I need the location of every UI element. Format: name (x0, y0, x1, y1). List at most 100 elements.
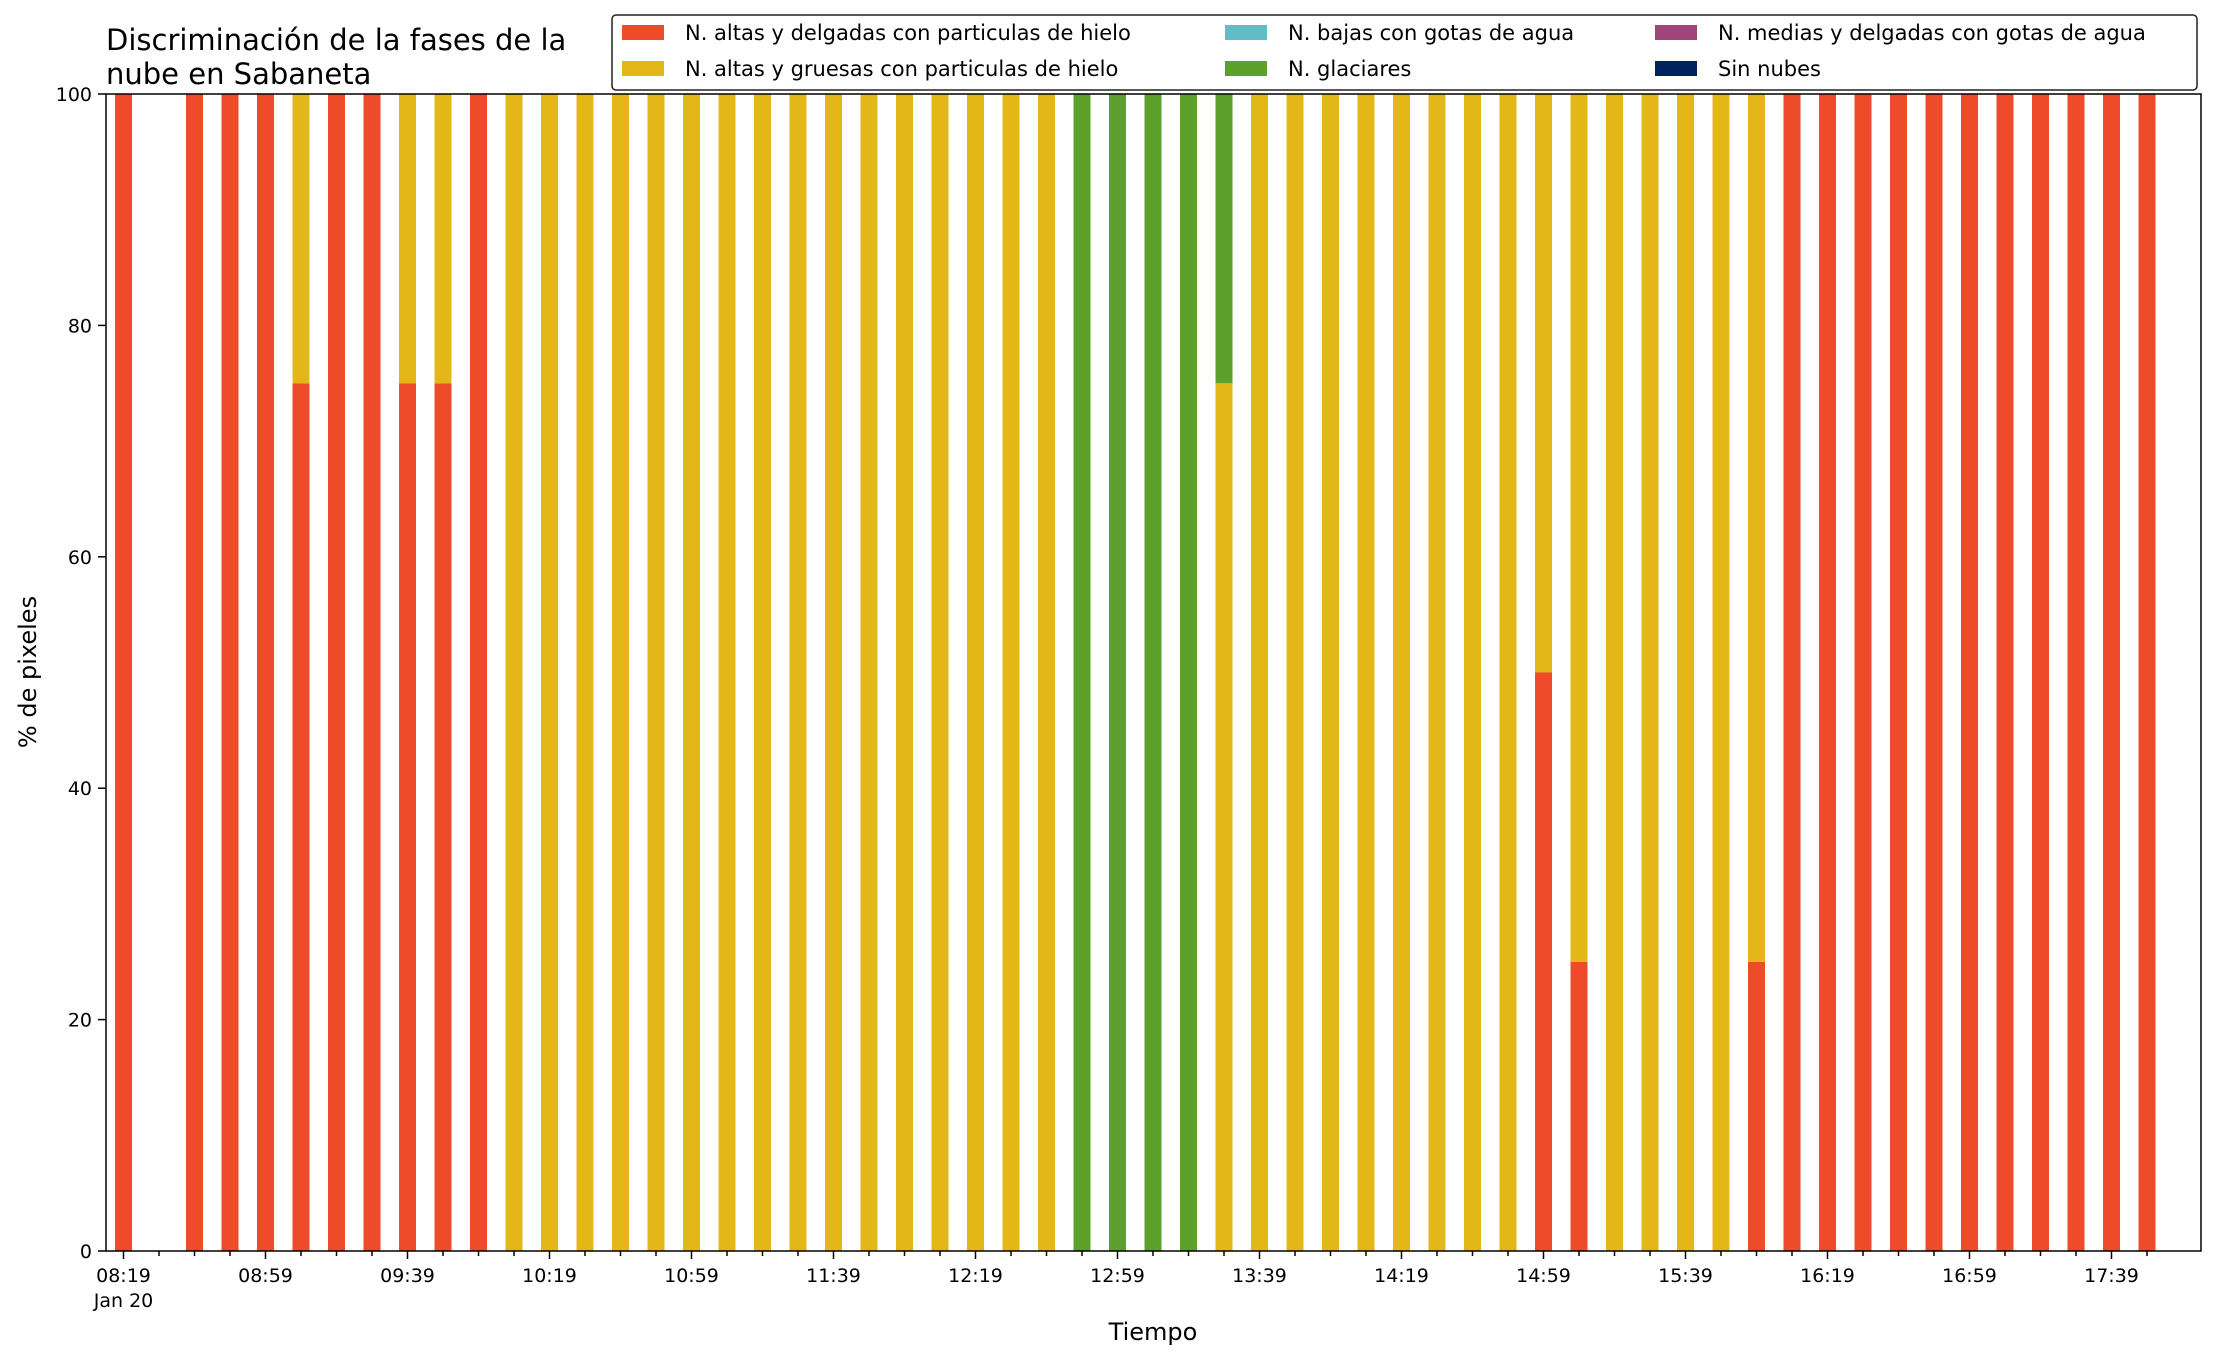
x-tick-label: 08:19 (96, 1265, 151, 1287)
bar-segment-42-series-1 (1606, 94, 1623, 1251)
bar-segment-11-series-1 (505, 94, 523, 1251)
bar-segment-7-series-0 (363, 94, 381, 1251)
y-tick-label: 60 (68, 547, 92, 569)
bar-segment-0-series-0 (115, 94, 132, 1251)
bar-segment-38-series-1 (1464, 94, 1481, 1251)
y-axis-label: % de pixeles (14, 596, 42, 748)
bar-segment-29-series-3 (1144, 94, 1162, 1251)
bar-segment-6-series-0 (328, 94, 345, 1251)
bar-segment-55-series-0 (2067, 94, 2085, 1251)
legend-swatch (1225, 61, 1267, 76)
bar-segment-54-series-0 (2032, 94, 2049, 1251)
y-tick-label: 20 (68, 1010, 92, 1032)
bar-segment-9-series-0 (434, 383, 452, 1251)
x-tick-label: 17:39 (2084, 1265, 2139, 1287)
bar-segment-34-series-1 (1322, 94, 1339, 1251)
bar-segment-33-series-1 (1286, 94, 1304, 1251)
bar-segment-44-series-1 (1677, 94, 1694, 1251)
bar-segment-26-series-1 (1038, 94, 1055, 1251)
bar-segment-52-series-0 (1961, 94, 1978, 1251)
x-tick-label: 10:19 (522, 1265, 577, 1287)
bar-segment-45-series-1 (1712, 94, 1730, 1251)
bar-segment-22-series-1 (896, 94, 913, 1251)
x-tick-label: 14:59 (1516, 1265, 1571, 1287)
bar-segment-51-series-0 (1925, 94, 1943, 1251)
bars-layer (115, 94, 2156, 1251)
legend-label: N. altas y delgadas con particulas de hi… (685, 21, 1131, 45)
bar-segment-23-series-1 (931, 94, 949, 1251)
bar-segment-24-series-1 (967, 94, 984, 1251)
bar-segment-57-series-0 (2138, 94, 2156, 1251)
bar-segment-4-series-0 (257, 94, 274, 1251)
bar-segment-25-series-1 (1002, 94, 1020, 1251)
bar-segment-43-series-1 (1641, 94, 1659, 1251)
bar-segment-31-series-3 (1215, 94, 1233, 384)
bar-segment-20-series-1 (825, 94, 842, 1251)
legend-label: N. medias y delgadas con gotas de agua (1718, 21, 2146, 45)
legend-swatch (622, 61, 664, 76)
bar-segment-10-series-0 (470, 94, 487, 1251)
bar-segment-30-series-3 (1180, 94, 1197, 1251)
legend-label: N. altas y gruesas con particulas de hie… (685, 57, 1118, 81)
x-tick-label: 12:19 (948, 1265, 1003, 1287)
bar-segment-36-series-1 (1393, 94, 1410, 1251)
legend-swatch (622, 25, 664, 40)
y-tick-label: 0 (80, 1241, 92, 1263)
legend-label: N. bajas con gotas de agua (1288, 21, 1574, 45)
plot-frame (105, 93, 2202, 1252)
bar-segment-27-series-3 (1073, 94, 1091, 1251)
x-tick-label: 10:59 (664, 1265, 719, 1287)
bar-segment-2-series-0 (186, 94, 203, 1251)
x-tick-label: 16:59 (1942, 1265, 1997, 1287)
bar-segment-53-series-0 (1996, 94, 2014, 1251)
bar-segment-21-series-1 (860, 94, 878, 1251)
bar-segment-5-series-1 (292, 94, 310, 384)
x-tick-label: 11:39 (806, 1265, 861, 1287)
x-axis: 08:19 08:59 09:39 10:19 10:59 11:39 12:19 12:59… (93, 1251, 2148, 1312)
bar-segment-39-series-1 (1499, 94, 1517, 1251)
bar-segment-41-series-1 (1570, 94, 1588, 962)
bar-segment-17-series-1 (718, 94, 736, 1251)
bar-segment-28-series-3 (1109, 94, 1126, 1251)
bar-segment-46-series-1 (1748, 94, 1765, 962)
chart-title-line-1: Discriminación de la fases de la (106, 23, 566, 57)
bar-segment-9-series-1 (434, 94, 452, 384)
x-tick-label: 09:39 (380, 1265, 435, 1287)
bar-segment-16-series-1 (683, 94, 700, 1251)
x-tick-label: 16:19 (1800, 1265, 1855, 1287)
bar-segment-40-series-1 (1535, 94, 1552, 673)
legend-swatch (1655, 25, 1697, 40)
bar-segment-48-series-0 (1819, 94, 1836, 1251)
bar-segment-8-series-1 (399, 94, 416, 384)
bar-segment-5-series-0 (292, 383, 310, 1251)
x-tick-sublabel: Jan 20 (93, 1290, 154, 1312)
x-axis-label: Tiempo (1108, 1318, 1198, 1346)
bar-segment-47-series-0 (1783, 94, 1801, 1251)
bar-segment-49-series-0 (1854, 94, 1872, 1251)
x-tick-label: 14:19 (1374, 1265, 1429, 1287)
bar-segment-46-series-0 (1748, 961, 1765, 1251)
x-tick-label: 15:39 (1658, 1265, 1713, 1287)
bar-segment-32-series-1 (1251, 94, 1268, 1251)
bar-segment-50-series-0 (1890, 94, 1907, 1251)
y-tick-label: 100 (56, 84, 92, 106)
bar-segment-19-series-1 (789, 94, 807, 1251)
legend-box (611, 14, 2198, 91)
legend-label: N. glaciares (1288, 57, 1411, 81)
y-tick-label: 80 (68, 315, 92, 337)
bar-segment-3-series-0 (221, 94, 239, 1251)
bar-segment-31-series-1 (1215, 383, 1233, 1251)
x-tick-label: 13:39 (1232, 1265, 1287, 1287)
legend: N. altas y delgadas con particulas de hi… (611, 14, 2198, 91)
bar-segment-12-series-1 (541, 94, 558, 1251)
legend-swatch (1225, 25, 1267, 40)
bar-segment-40-series-0 (1535, 672, 1552, 1251)
bar-segment-8-series-0 (399, 383, 416, 1251)
bar-segment-14-series-1 (612, 94, 629, 1251)
bar-segment-41-series-0 (1570, 961, 1588, 1251)
y-axis: 0 20 40 60 80 100 (56, 84, 106, 1263)
y-tick-label: 40 (68, 778, 92, 800)
chart-title-line-2: nube en Sabaneta (106, 57, 371, 91)
x-tick-label: 12:59 (1090, 1265, 1145, 1287)
